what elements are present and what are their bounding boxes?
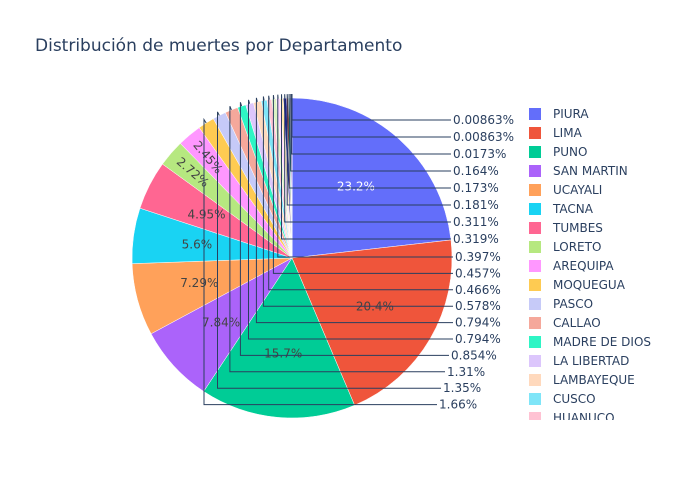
legend-swatch[interactable] xyxy=(529,393,541,405)
slice-label: 0.00863% xyxy=(453,130,514,144)
pie-slice[interactable] xyxy=(291,97,452,259)
slice-label: 0.311% xyxy=(453,215,499,229)
slice-label: 7.29% xyxy=(180,276,218,290)
legend-swatch[interactable] xyxy=(529,241,541,253)
slice-label: 0.794% xyxy=(455,332,501,346)
leader-line xyxy=(291,94,451,155)
pie-slice[interactable] xyxy=(203,257,355,419)
slice-label: 0.00863% xyxy=(453,113,514,127)
legend-swatch[interactable] xyxy=(529,279,541,291)
legend-label[interactable]: PUNO xyxy=(553,145,587,159)
slice-label: 1.35% xyxy=(443,381,481,395)
legend-swatch[interactable] xyxy=(529,108,541,120)
legend-label[interactable]: TACNA xyxy=(552,202,594,216)
legend-label[interactable]: SAN MARTIN xyxy=(553,164,628,178)
slice-label: 1.31% xyxy=(447,365,485,379)
legend-swatch[interactable] xyxy=(529,146,541,158)
legend-swatch[interactable] xyxy=(529,222,541,234)
legend-label[interactable]: PASCO xyxy=(553,297,593,311)
leader-line xyxy=(262,96,453,307)
slice-label: 0.457% xyxy=(455,266,501,280)
leader-line xyxy=(284,94,451,223)
leader-line xyxy=(281,94,451,240)
legend-swatch[interactable] xyxy=(529,317,541,329)
leader-line xyxy=(217,111,441,389)
leader-line xyxy=(290,94,451,172)
legend-label[interactable]: CUSCO xyxy=(553,392,596,406)
leader-line xyxy=(255,97,453,324)
pie-slices xyxy=(131,97,453,419)
legend: PIURA LIMA PUNO SAN MARTIN UCAYALI TACNA TUMBE… xyxy=(529,107,651,425)
legend-label[interactable]: AREQUIPA xyxy=(553,259,614,273)
legend-swatch[interactable] xyxy=(529,184,541,196)
slice-label: 0.854% xyxy=(451,348,497,362)
slice-label: 0.319% xyxy=(453,232,499,246)
legend-swatch[interactable] xyxy=(529,298,541,310)
slice-label: 0.466% xyxy=(455,283,501,297)
outside-labels: 0.00863% 0.00863% 0.0173% 0.164% 0.173% 0.181… xyxy=(203,94,514,412)
legend-label[interactable]: MOQUEGUA xyxy=(553,278,626,292)
slice-label: 0.181% xyxy=(453,198,499,212)
legend-label[interactable]: HUANUCO xyxy=(553,411,615,425)
leader-line xyxy=(268,95,453,291)
leader-line xyxy=(203,117,437,406)
legend-label[interactable]: LIMA xyxy=(553,126,583,140)
slice-label: 5.6% xyxy=(182,238,213,252)
legend-swatch[interactable] xyxy=(529,374,541,386)
legend-label[interactable]: UCAYALI xyxy=(553,183,602,197)
slice-label: 4.95% xyxy=(187,207,225,221)
leader-line xyxy=(277,94,453,258)
leader-line xyxy=(229,106,445,373)
slice-label: 7.84% xyxy=(202,316,240,330)
legend-swatch[interactable] xyxy=(529,336,541,348)
legend-swatch[interactable] xyxy=(529,412,541,424)
legend-swatch[interactable] xyxy=(529,203,541,215)
slice-label: 0.173% xyxy=(453,181,499,195)
leader-line xyxy=(248,99,453,340)
leader-line xyxy=(239,102,449,356)
legend-label[interactable]: LAMBAYEQUE xyxy=(553,373,635,387)
slice-label: 0.397% xyxy=(455,250,501,264)
legend-swatch[interactable] xyxy=(529,127,541,139)
legend-swatch[interactable] xyxy=(529,355,541,367)
slice-label: 0.578% xyxy=(455,299,501,313)
slice-label: 0.794% xyxy=(455,316,501,330)
legend-label[interactable]: CALLAO xyxy=(553,316,601,330)
chart-title: Distribución de muertes por Departamento xyxy=(35,36,402,56)
legend-label[interactable]: MADRE DE DIOS xyxy=(553,335,651,349)
leader-line xyxy=(286,94,451,206)
legend-label[interactable]: LA LIBERTAD xyxy=(553,354,629,368)
legend-swatch[interactable] xyxy=(529,165,541,177)
legend-label[interactable]: LORETO xyxy=(553,240,601,254)
legend-label[interactable]: PIURA xyxy=(553,107,589,121)
leader-line xyxy=(272,95,453,274)
legend-swatch[interactable] xyxy=(529,260,541,272)
leader-line xyxy=(288,94,451,189)
slice-label: 15.7% xyxy=(264,347,302,361)
legend-label[interactable]: TUMBES xyxy=(552,221,603,235)
slice-label: 0.0173% xyxy=(453,147,506,161)
slice-label: 23.2% xyxy=(337,179,375,193)
slice-label: 0.164% xyxy=(453,164,499,178)
slice-label: 1.66% xyxy=(439,398,477,412)
